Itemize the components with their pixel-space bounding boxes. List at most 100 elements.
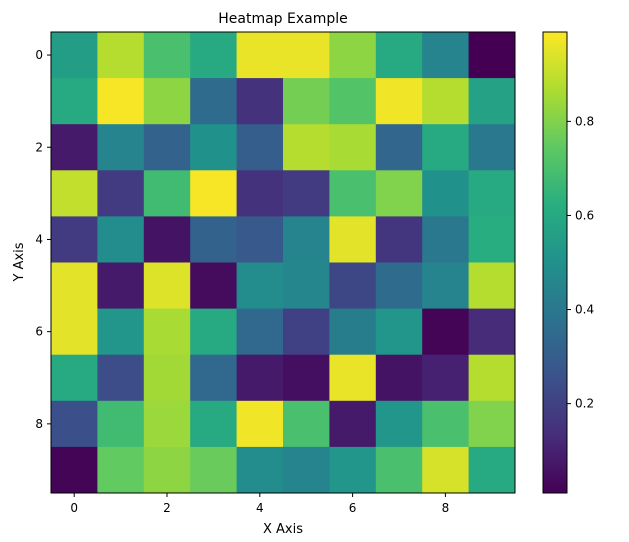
- heatmap-cell: [468, 216, 516, 263]
- heatmap-cell: [236, 308, 284, 356]
- heatmap-cell: [51, 32, 98, 79]
- heatmap-cell: [190, 308, 238, 356]
- heatmap-cell: [236, 446, 284, 494]
- y-tick-label: 6: [35, 325, 43, 339]
- heatmap-cell: [97, 308, 145, 356]
- heatmap-cell: [190, 354, 238, 402]
- heatmap-cell: [468, 400, 516, 448]
- y-tick-label: 8: [35, 417, 43, 431]
- heatmap-cell: [468, 32, 516, 79]
- heatmap-cell: [375, 308, 423, 356]
- heatmap-cell: [143, 354, 191, 402]
- x-tick-label: 6: [349, 501, 357, 515]
- heatmap-cell: [97, 400, 145, 448]
- heatmap-cell: [97, 170, 145, 217]
- heatmap-cell: [375, 170, 423, 217]
- heatmap-cell: [375, 400, 423, 448]
- x-axis-ticks: 0 2 4 6 8: [70, 493, 449, 515]
- colorbar-tick-label: 0.4: [575, 303, 594, 317]
- heatmap-cell: [422, 354, 470, 402]
- heatmap-cell: [375, 78, 423, 125]
- heatmap-cell: [468, 170, 516, 217]
- heatmap-cell: [283, 170, 330, 217]
- heatmap-cell: [329, 308, 377, 356]
- heatmap-cell: [468, 354, 516, 402]
- heatmap-cell: [468, 446, 516, 494]
- heatmap-cell: [283, 446, 330, 494]
- x-tick-label: 2: [163, 501, 171, 515]
- heatmap-cell: [422, 446, 470, 494]
- heatmap-cell: [329, 32, 377, 79]
- heatmap-cell: [97, 78, 145, 125]
- heatmap-cell: [190, 262, 238, 310]
- heatmap-cell: [375, 32, 423, 79]
- heatmap-cell: [143, 32, 191, 79]
- heatmap-cell: [283, 400, 330, 448]
- heatmap-cell: [190, 32, 238, 79]
- heatmap-cell: [236, 216, 284, 263]
- heatmap-cell: [236, 170, 284, 217]
- x-tick-label: 4: [256, 501, 264, 515]
- heatmap-cell: [468, 262, 516, 310]
- heatmap-cell: [51, 446, 98, 494]
- x-axis-label: X Axis: [263, 522, 303, 537]
- heatmap-cell: [51, 400, 98, 448]
- y-tick-label: 4: [35, 232, 43, 246]
- heatmap-cell: [51, 78, 98, 125]
- y-tick-label: 0: [35, 48, 43, 62]
- heatmap-cell: [51, 262, 98, 310]
- heatmap-cell: [468, 124, 516, 171]
- heatmap-cell: [51, 308, 98, 356]
- heatmap-cell: [143, 308, 191, 356]
- heatmap-cell: [422, 124, 470, 171]
- heatmap-cell: [283, 78, 330, 125]
- heatmap-cell: [375, 354, 423, 402]
- heatmap-cell: [468, 78, 516, 125]
- heatmap-cell: [190, 170, 238, 217]
- x-tick-label: 8: [442, 501, 450, 515]
- heatmap-cell: [422, 216, 470, 263]
- heatmap-cell: [190, 124, 238, 171]
- colorbar: [542, 31, 568, 494]
- chart-title: Heatmap Example: [218, 11, 348, 27]
- heatmap-cell: [422, 400, 470, 448]
- heatmap-cell: [97, 354, 145, 402]
- heatmap-cell: [283, 32, 330, 79]
- heatmap-cell: [329, 216, 377, 263]
- heatmap-cell: [236, 262, 284, 310]
- heatmap-cell: [143, 78, 191, 125]
- heatmap-cell: [190, 216, 238, 263]
- heatmap-cell: [51, 216, 98, 263]
- heatmap-cell: [329, 170, 377, 217]
- heatmap-cell: [51, 124, 98, 171]
- heatmap-cell: [97, 216, 145, 263]
- heatmap-cell: [143, 216, 191, 263]
- heatmap-cells: [51, 32, 516, 494]
- heatmap-cell: [51, 170, 98, 217]
- heatmap-cell: [329, 354, 377, 402]
- colorbar-tick-label: 0.2: [575, 397, 594, 411]
- heatmap-cell: [190, 400, 238, 448]
- heatmap-cell: [283, 262, 330, 310]
- plot-frame: [50, 31, 516, 494]
- colorbar-tick-label: 0.6: [575, 208, 594, 222]
- heatmap-cell: [422, 32, 470, 79]
- heatmap-cell: [329, 124, 377, 171]
- heatmap-cell: [283, 124, 330, 171]
- heatmap-cell: [283, 354, 330, 402]
- heatmap-cell: [143, 446, 191, 494]
- heatmap-cell: [375, 124, 423, 171]
- heatmap-cell: [375, 446, 423, 494]
- heatmap-cell: [143, 170, 191, 217]
- heatmap-cell: [283, 308, 330, 356]
- heatmap-cell: [236, 78, 284, 125]
- heatmap-cell: [190, 78, 238, 125]
- heatmap-cell: [422, 170, 470, 217]
- heatmap-cell: [283, 216, 330, 263]
- heatmap-cell: [375, 216, 423, 263]
- colorbar-ticks: 0.2 0.4 0.6 0.8: [567, 114, 594, 411]
- heatmap-cell: [468, 308, 516, 356]
- heatmap-cell: [190, 446, 238, 494]
- heatmap-cell: [97, 32, 145, 79]
